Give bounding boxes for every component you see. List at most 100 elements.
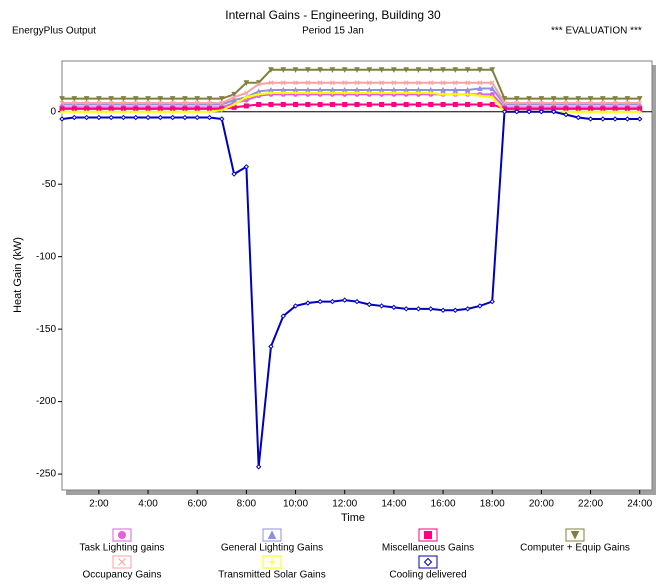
marker [452,307,459,313]
legend-label: General Lighting Gains [221,543,323,554]
marker [490,95,495,100]
marker [330,90,335,95]
marker [637,109,642,114]
marker [342,101,348,107]
x-tick-label: 6:00 [187,499,207,510]
marker [342,90,347,95]
marker [268,80,274,86]
marker [206,96,213,102]
marker [293,90,298,95]
marker [219,108,224,113]
marker [415,101,421,107]
marker [317,80,323,86]
marker [96,100,102,106]
marker [256,92,261,97]
marker [587,96,594,102]
y-tick-label: -250 [36,469,56,480]
marker [550,96,557,102]
marker [280,101,286,107]
legend-label: Task Lighting gains [79,543,164,554]
marker [403,67,409,73]
marker [145,96,151,102]
marker [194,96,201,102]
marker [158,109,163,114]
legend-item: Transmitted Solar Gains [218,555,326,581]
y-tick-label: 0 [50,106,56,117]
marker [243,164,250,170]
marker [256,81,262,87]
marker [133,114,139,121]
marker [354,101,360,107]
marker [182,100,188,106]
marker [118,531,126,539]
marker [576,109,581,114]
marker [330,80,335,86]
marker [121,109,126,114]
marker [427,67,434,73]
marker [477,80,483,86]
marker [341,67,348,73]
marker [71,96,78,102]
x-tick-label: 20:00 [529,499,554,510]
marker [452,101,458,107]
marker [133,100,139,106]
marker [489,67,496,73]
marker [268,343,274,350]
marker [329,67,336,73]
marker [219,100,225,106]
marker [637,100,643,106]
x-tick-label: 24:00 [627,499,652,510]
marker [244,90,249,96]
marker [465,80,470,86]
marker [415,306,422,312]
marker [440,86,446,93]
marker [391,67,397,73]
marker [206,114,213,121]
marker [218,96,225,102]
marker [501,96,508,102]
marker [424,531,432,539]
marker [293,80,298,86]
marker [244,95,249,100]
marker [354,80,360,86]
marker [366,101,372,107]
marker [145,114,151,121]
marker [71,114,77,121]
x-tick-label: 4:00 [138,499,158,510]
marker [268,101,274,107]
marker [281,90,286,95]
marker [108,100,114,106]
marker [452,67,459,73]
marker [292,67,299,73]
marker [539,100,544,106]
legend-item: Computer + Equip Gains [520,528,630,554]
marker [96,114,102,121]
x-tick-label: 8:00 [237,499,257,510]
x-tick-label: 2:00 [89,499,109,510]
marker [391,80,397,86]
marker [404,90,409,95]
marker [59,100,65,106]
marker [378,303,385,309]
marker [355,90,359,95]
marker [391,304,397,311]
marker [428,90,433,95]
marker [145,100,151,106]
marker [84,100,89,106]
marker [428,101,434,107]
marker [550,109,557,115]
marker [96,96,102,102]
marker [379,90,384,95]
marker [465,92,470,97]
marker [538,109,545,115]
legend-item: Occupancy Gains [83,555,161,581]
marker [219,116,225,122]
marker [317,67,323,73]
marker [305,101,311,107]
marker [612,100,618,106]
marker [280,67,287,73]
marker [267,530,277,539]
y-tick-label: -200 [36,396,56,407]
marker [378,67,385,73]
marker [514,100,520,106]
